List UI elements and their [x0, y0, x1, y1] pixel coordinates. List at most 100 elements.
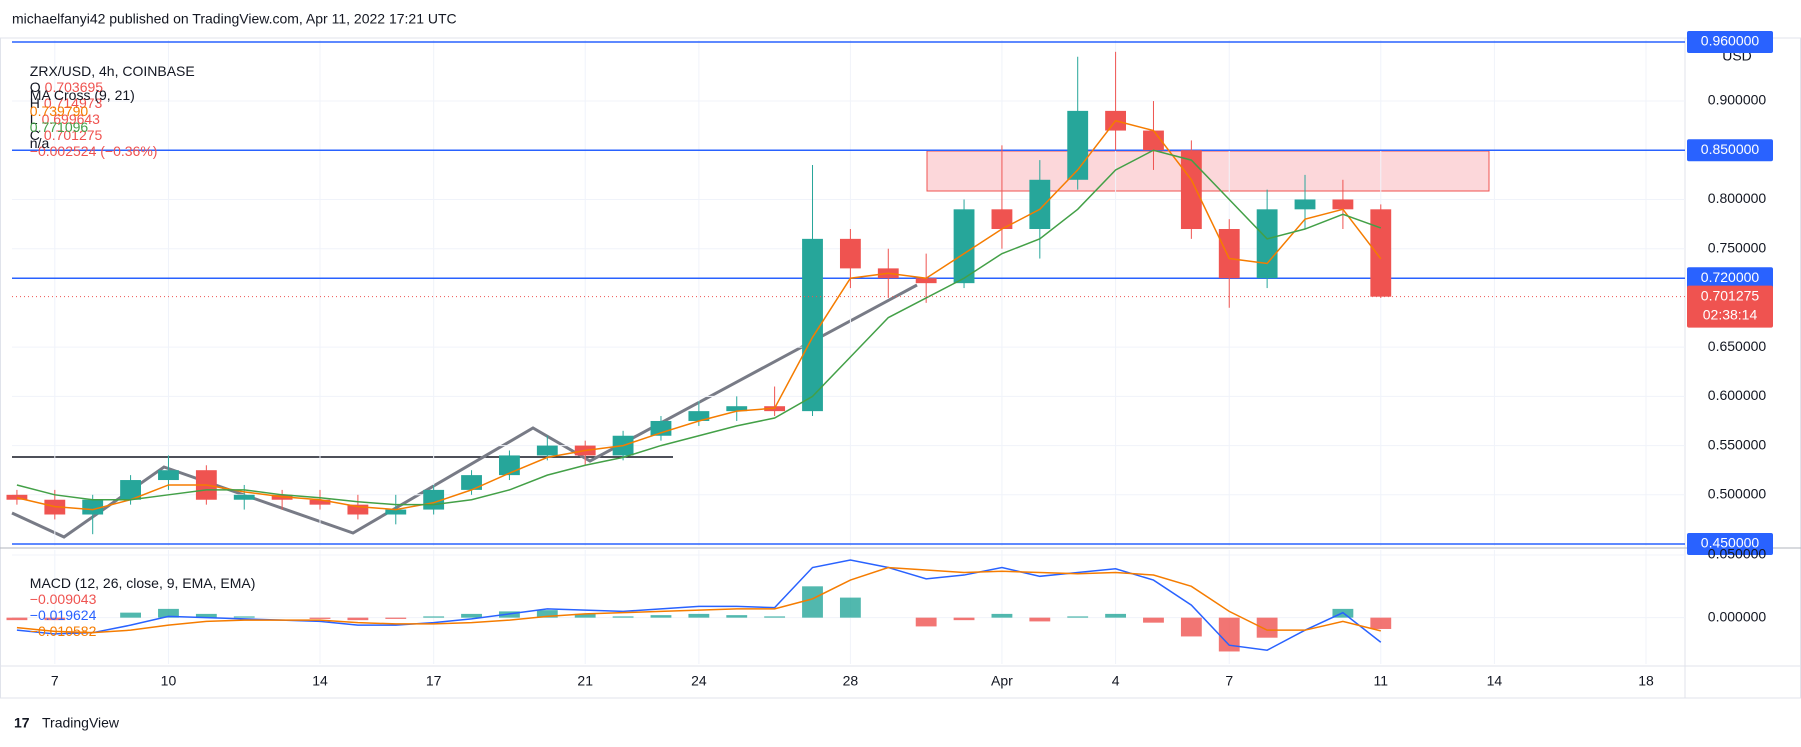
change: −0.002524 (−0.36%): [29, 143, 158, 159]
candle-body: [461, 475, 482, 490]
x-tick-label: 21: [577, 673, 593, 689]
histogram-bar: [1180, 617, 1202, 637]
candle-body: [991, 209, 1013, 230]
histogram-bar: [385, 617, 407, 619]
macd-line: [16, 566, 1381, 634]
y-tick-label: 0.550000: [1708, 436, 1767, 452]
histogram-bar: [120, 612, 141, 618]
histogram-bar: [158, 608, 179, 618]
ohlc-o: O 0.703695: [29, 79, 104, 95]
header: michaelfanyi42 published on TradingView.…: [12, 11, 457, 27]
level-badge: [1687, 139, 1773, 162]
y-tick-label: 0.600000: [1708, 387, 1767, 403]
y-tick-label: 0.050000: [1708, 546, 1767, 562]
frame: [0, 37, 1801, 699]
histogram-bar: [1370, 617, 1392, 629]
y-tick-label: 0.500000: [1708, 486, 1767, 502]
histogram-bar: [1218, 617, 1240, 652]
y-tick-label: 0.000000: [1708, 608, 1767, 624]
candle-body: [499, 455, 520, 476]
x-tick-label: 10: [161, 673, 177, 689]
candle-body: [1029, 179, 1051, 230]
candle-body: [158, 470, 179, 481]
candle-body: [233, 494, 255, 500]
symbol: ZRX/USD, 4h, COINBASE: [29, 63, 195, 79]
candle-body: [385, 509, 407, 515]
x-tick-label: 7: [1225, 673, 1233, 689]
histogram-bar: [612, 616, 634, 618]
candle-body: [82, 499, 104, 515]
x-tick-label: 18: [1638, 673, 1654, 689]
candle-body: [839, 238, 861, 269]
zigzag-pattern: [11, 283, 918, 539]
last-price-badge: [1687, 285, 1773, 328]
ohlc-l: L 0.699643: [29, 111, 100, 127]
macd-value: −0.010582: [29, 623, 97, 639]
histogram-bar: [6, 617, 28, 621]
level-badge: [1687, 533, 1773, 556]
level-label: 0.850000: [1701, 141, 1760, 157]
histogram-bar: [233, 616, 255, 618]
x-tick-label: 11: [1374, 673, 1389, 689]
macd-line: [16, 559, 1382, 651]
candle-body: [1180, 150, 1202, 230]
ma-line: [16, 149, 1382, 506]
candle-body: [6, 494, 28, 500]
histogram-bar: [1105, 613, 1127, 618]
candle-body: [1332, 199, 1354, 210]
last-price-label: 0.701275: [1701, 287, 1760, 303]
y-tick-label: 0.800000: [1708, 190, 1767, 206]
candle-body: [536, 445, 558, 456]
x-tick-label: 14: [312, 673, 328, 689]
ma-value: 0.771096: [29, 119, 89, 135]
histogram-bar: [574, 613, 596, 618]
candle-body: [802, 238, 823, 412]
macd-legend: MACD (12, 26, close, 9, EMA, EMA) −0.009…: [22, 559, 259, 639]
x-tick-label: 28: [843, 673, 859, 689]
candle-body: [953, 209, 975, 284]
histogram-bar: [1143, 617, 1164, 623]
ma-legend: MA Cross (9, 21) 0.739790 0.771096 n/a: [22, 71, 139, 151]
candle-body: [1294, 199, 1316, 210]
y-tick-label: 0.900000: [1708, 92, 1767, 108]
ma-value: 0.739790: [29, 103, 89, 119]
y-tick-label: 0.750000: [1708, 239, 1767, 255]
ma-value: n/a: [29, 135, 50, 151]
histogram-bar: [915, 617, 937, 627]
x-tick-label: 7: [51, 673, 59, 689]
ohlc-c: C 0.701275: [29, 127, 103, 143]
ma-line: [16, 119, 1382, 511]
candle-body: [309, 499, 331, 505]
candle-body: [1256, 209, 1278, 279]
logo: 17: [14, 715, 30, 731]
x-tick-label: 24: [691, 673, 707, 689]
histogram-bar: [991, 613, 1013, 618]
candle-body: [1143, 130, 1164, 151]
ohlc-h: H 0.714973: [29, 95, 103, 111]
level-label: 0.720000: [1701, 269, 1760, 285]
x-tick-label: 4: [1112, 673, 1120, 689]
candle-body: [1218, 229, 1240, 279]
histogram-bar: [195, 613, 217, 618]
candle-body: [915, 278, 937, 284]
x-tick-label: 17: [426, 673, 442, 689]
candle-body: [120, 480, 141, 500]
countdown: 02:38:14: [1703, 306, 1758, 322]
candle-body: [726, 406, 748, 412]
resistance-zone: [926, 150, 1490, 192]
histogram-bar: [688, 613, 710, 618]
histogram-bar: [1067, 616, 1089, 618]
histogram-bar: [461, 613, 482, 618]
candle-body: [650, 420, 672, 436]
histogram-bar: [1256, 617, 1278, 638]
histogram-bar: [802, 586, 823, 618]
histogram-bar: [423, 616, 445, 618]
level-badge: [1687, 267, 1773, 290]
x-tick-label: 14: [1487, 673, 1503, 689]
histogram-bar: [953, 617, 975, 621]
histogram-bar: [1029, 617, 1051, 622]
macd-value: −0.009043: [29, 591, 97, 607]
candle-body: [347, 504, 369, 515]
